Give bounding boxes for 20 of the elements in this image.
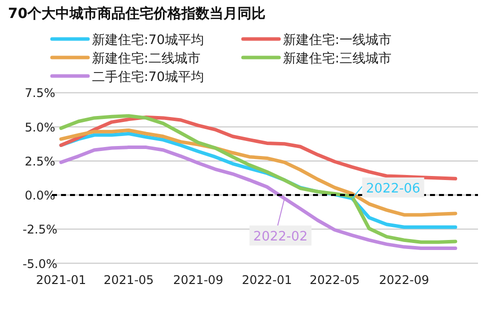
legend-label: 新建住宅:三线城市 (283, 50, 392, 66)
annotation: 2022-02 (253, 229, 308, 244)
y-tick-label: 0.0% (24, 188, 56, 203)
x-tick-label: 2022-05 (310, 273, 360, 287)
y-tick-label: 2.5% (24, 154, 56, 168)
annotation: 2022-06 (366, 181, 420, 196)
legend-label: 二手住宅:70城平均 (92, 69, 204, 85)
y-tick-label: -5.0% (22, 256, 58, 271)
y-tick-label: 5.0% (24, 120, 56, 134)
x-tick-label: 2022-01 (242, 273, 292, 287)
legend-label: 新建住宅:二线城市 (92, 50, 200, 66)
legend-label: 新建住宅:一线城市 (283, 32, 392, 48)
y-tick-label: -2.5% (22, 222, 58, 237)
x-tick-label: 2021-01 (36, 273, 86, 287)
chart-title: 70个大中城市商品住宅价格指数当月同比 (8, 5, 266, 22)
x-tick-label: 2021-05 (104, 273, 154, 287)
legend-label: 新建住宅:70城平均 (92, 32, 204, 48)
y-tick-label: 7.5% (24, 86, 56, 100)
x-tick-label: 2022-09 (379, 273, 430, 287)
x-tick-label: 2021-09 (173, 273, 224, 287)
